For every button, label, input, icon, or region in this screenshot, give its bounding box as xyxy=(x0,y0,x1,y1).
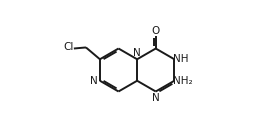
Text: O: O xyxy=(151,25,160,36)
Text: NH: NH xyxy=(173,54,189,64)
Text: N: N xyxy=(133,48,141,58)
Text: N: N xyxy=(152,93,160,103)
Text: Cl: Cl xyxy=(63,42,74,52)
Text: N: N xyxy=(90,76,98,86)
Text: NH₂: NH₂ xyxy=(173,76,192,86)
